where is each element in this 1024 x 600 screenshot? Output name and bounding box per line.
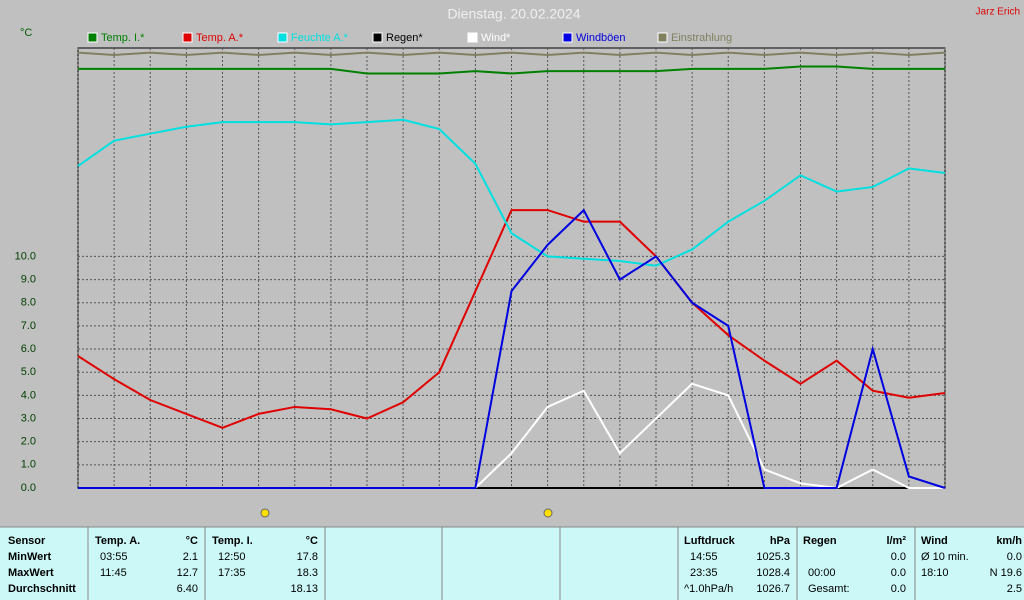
table-cell: 11:45 [100,567,127,579]
table-cell: 1026.7 [756,583,790,595]
table-header: hPa [770,535,791,547]
legend-swatch [277,32,288,43]
author: Jarz Erich [976,7,1020,18]
table-cell: 2.5 [1007,583,1022,595]
legend-label: Feuchte A.* [291,32,349,44]
table-lines [0,526,1024,600]
y-tick-label: 4.0 [21,389,36,401]
table-cell: 12:50 [218,551,246,563]
table-cell: 14:55 [690,551,718,563]
series-line [77,118,946,267]
row-label: Durchschnitt [8,583,76,595]
chart-title: Dienstag. 20.02.2024 [447,6,580,22]
y-tick-label: 8.0 [21,297,36,309]
series-line [77,51,946,56]
table-header: Sensor [8,535,46,547]
table-cell: 18.13 [290,583,318,595]
y-axis-label: °C [20,27,32,39]
table-header: Temp. I. [212,535,253,547]
table-cell: 0.0 [1007,551,1022,563]
table-cell: 23:35 [690,567,718,579]
legend-label: Wind* [481,32,511,44]
legend-swatch [657,32,668,43]
table-cell: N 19.6 [990,567,1022,579]
table-cell: 2.1 [183,551,198,563]
table-cell: 03:55 [100,551,128,563]
y-tick-label: 6.0 [21,343,36,355]
table-cell: 0.0 [891,583,906,595]
legend-label: Temp. I.* [101,32,145,44]
table-cell: 12.7 [177,567,198,579]
table-cell: Ø 10 min. [921,551,969,563]
sun-icon [543,508,553,518]
table-header: Luftdruck [684,535,736,547]
legend-swatch [467,32,478,43]
y-tick-label: 1.0 [21,459,36,471]
table-header: °C [306,535,318,547]
legend-label: Einstrahlung [671,32,732,44]
table-cell: 18.3 [297,567,318,579]
table-header: Temp. A. [95,535,140,547]
table-cell: 0.0 [891,551,906,563]
table-header: km/h [996,535,1022,547]
table-header: °C [186,535,198,547]
y-tick-label: 2.0 [21,436,36,448]
legend-label: Temp. A.* [196,32,244,44]
y-tick-label: 10.0 [15,250,36,262]
table-header: Wind [921,535,948,547]
table-cell: 17.8 [297,551,318,563]
y-tick-label: 9.0 [21,273,36,285]
stats-table [0,527,1024,600]
table-cell: 0.0 [891,567,906,579]
table-cell: 1025.3 [756,551,790,563]
y-tick-label: 3.0 [21,412,36,424]
table-cell: 00:00 [808,567,836,579]
legend-label: Windböen [576,32,626,44]
table-cell: Gesamt: [808,583,850,595]
table-cell: ^1.0hPa/h [684,583,733,595]
y-tick-label: 5.0 [21,366,36,378]
table-cell: 6.40 [177,583,198,595]
grid [77,48,946,489]
legend-swatch [87,32,98,43]
series-line [78,208,946,489]
legend-label: Regen* [386,32,423,44]
legend-swatch [372,32,383,43]
table-cell: 1028.4 [756,567,790,579]
y-tick-label: 7.0 [21,320,36,332]
series-line [77,209,946,429]
y-tick-label: 0.0 [21,482,36,494]
series-line [78,65,945,75]
row-label: MaxWert [8,567,54,579]
legend-swatch [182,32,193,43]
table-header: l/m² [886,535,906,547]
row-label: MinWert [8,551,52,563]
sun-icon [260,508,270,518]
table-header: Regen [803,535,837,547]
table-cell: 17:35 [218,567,246,579]
legend-swatch [562,32,573,43]
table-cell: 18:10 [921,567,949,579]
